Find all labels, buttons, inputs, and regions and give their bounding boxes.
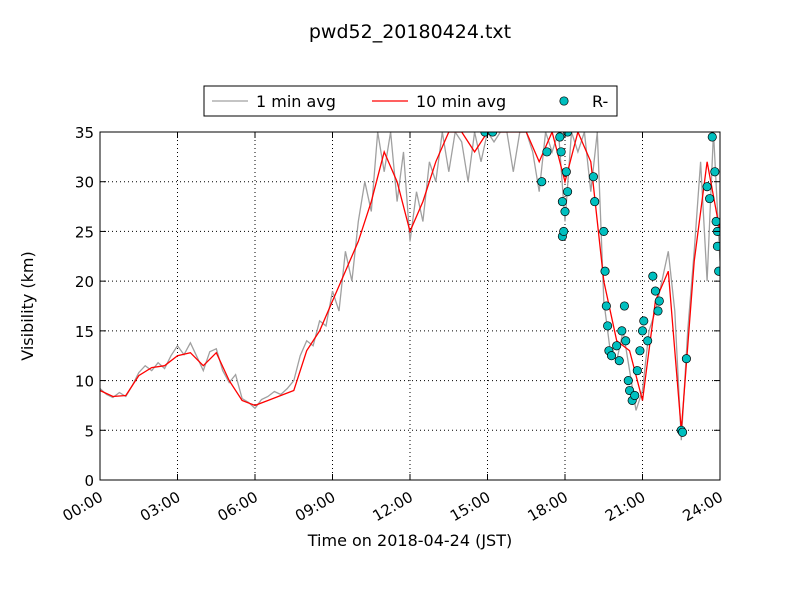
marker [711,216,720,227]
marker [619,301,629,311]
legend-label: R- [592,92,608,111]
marker [714,266,720,276]
y-tick-label: 25 [75,223,94,241]
marker [623,376,633,386]
marker [654,296,664,306]
marker [560,206,570,217]
marker [590,197,600,207]
series-line [100,132,720,431]
y-axis-label: Visibility (km) [18,251,37,360]
legend-label: 1 min avg [256,92,336,111]
marker [635,346,645,356]
marker [537,177,547,187]
marker [601,301,611,311]
chart-title: pwd52_20180424.txt [309,21,511,43]
marker [630,390,640,401]
marker [677,427,688,437]
marker [637,326,648,336]
legend-box [203,85,618,117]
marker [705,194,715,204]
marker [555,132,565,142]
marker [588,172,598,182]
legend-marker [559,96,569,106]
marker [710,167,720,177]
x-axis-label: Time on 2018-04-24 (JST) [307,531,512,550]
marker [653,306,663,316]
plot-area [100,132,720,441]
marker [600,266,610,276]
marker [557,197,567,207]
legend: 1 min avg 10 min avg R- [203,85,618,117]
marker [643,336,653,346]
legend-label: 10 min avg [416,92,506,111]
y-tick-label: 10 [75,373,94,391]
y-tick-label: 15 [75,323,94,341]
marker [614,356,624,366]
marker [603,321,613,331]
y-tick-label: 30 [75,174,94,192]
marker [707,132,717,142]
marker [702,182,712,192]
y-tick-label: 0 [84,472,94,490]
marker [632,366,642,376]
marker [599,226,609,236]
marker [561,167,571,177]
marker [712,241,720,251]
marker [606,351,617,361]
marker [612,341,622,351]
marker [639,316,649,326]
marker [542,147,552,157]
marker [617,326,627,336]
marker [650,286,660,296]
marker [681,354,691,364]
y-tick-label: 5 [84,422,94,440]
marker [563,187,573,197]
y-tick-label: 35 [75,124,94,142]
marker [556,147,566,157]
marker [559,226,569,236]
marker [648,271,658,281]
y-tick-label: 20 [75,273,94,291]
marker [621,336,631,346]
